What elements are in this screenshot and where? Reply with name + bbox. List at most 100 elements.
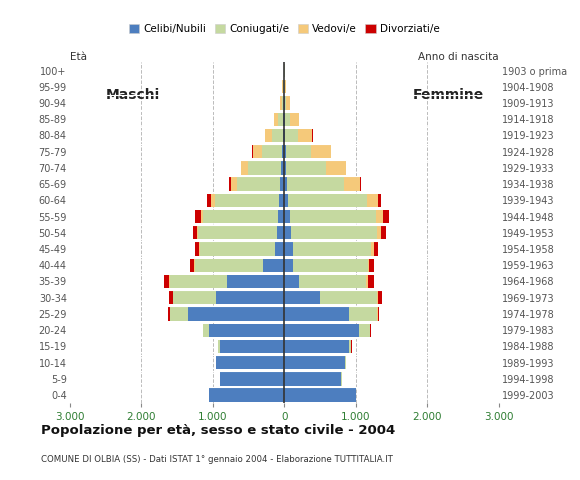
Text: COMUNE DI OLBIA (SS) - Dati ISTAT 1° gennaio 2004 - Elaborazione TUTTITALIA.IT: COMUNE DI OLBIA (SS) - Dati ISTAT 1° gen… xyxy=(41,455,393,464)
Text: Popolazione per età, sesso e stato civile - 2004: Popolazione per età, sesso e stato civil… xyxy=(41,424,395,437)
Legend: Celibi/Nubili, Coniugati/e, Vedovi/e, Divorziati/e: Celibi/Nubili, Coniugati/e, Vedovi/e, Di… xyxy=(125,20,444,38)
Bar xyxy=(285,96,287,109)
Bar xyxy=(193,226,197,240)
Bar xyxy=(279,194,284,207)
Bar xyxy=(207,194,211,207)
Bar xyxy=(209,388,284,402)
Text: Femmine: Femmine xyxy=(413,88,484,102)
Bar xyxy=(349,340,351,353)
Bar xyxy=(293,259,368,272)
Bar xyxy=(298,129,313,142)
Bar xyxy=(283,80,284,94)
Bar xyxy=(284,259,293,272)
Bar xyxy=(248,161,281,175)
Bar xyxy=(280,178,284,191)
Bar xyxy=(284,340,349,353)
Bar xyxy=(253,145,262,158)
Bar xyxy=(272,129,283,142)
Bar xyxy=(275,242,284,256)
Bar xyxy=(293,242,371,256)
Bar xyxy=(377,226,382,240)
Bar xyxy=(195,242,199,256)
Bar xyxy=(368,259,369,272)
Bar xyxy=(198,226,277,240)
Bar xyxy=(299,275,367,288)
Bar xyxy=(349,307,377,321)
Bar xyxy=(287,161,326,175)
Bar xyxy=(216,291,284,304)
Bar xyxy=(280,96,282,109)
Bar xyxy=(367,275,368,288)
Bar xyxy=(345,178,360,191)
Bar xyxy=(278,112,284,126)
Bar xyxy=(291,226,377,240)
Bar xyxy=(284,324,360,337)
Bar xyxy=(285,129,298,142)
Bar xyxy=(278,210,284,223)
Bar xyxy=(285,145,311,158)
Bar xyxy=(371,242,374,256)
Bar xyxy=(204,324,209,337)
Bar xyxy=(376,210,383,223)
Bar xyxy=(215,194,279,207)
Bar xyxy=(169,291,173,304)
Bar xyxy=(326,161,346,175)
Bar xyxy=(284,372,342,385)
Bar xyxy=(360,324,370,337)
Bar xyxy=(287,178,345,191)
Bar xyxy=(262,145,282,158)
Bar xyxy=(284,112,285,126)
Bar xyxy=(229,178,231,191)
Bar xyxy=(383,210,389,223)
Bar xyxy=(168,307,169,321)
Bar xyxy=(374,242,378,256)
Bar xyxy=(377,291,378,304)
Bar xyxy=(320,291,377,304)
Bar xyxy=(369,259,374,272)
Bar xyxy=(220,372,284,385)
Bar xyxy=(284,161,287,175)
Bar xyxy=(367,194,378,207)
Bar xyxy=(382,226,386,240)
Bar xyxy=(200,242,275,256)
Bar xyxy=(227,275,284,288)
Bar xyxy=(285,112,290,126)
Bar xyxy=(220,340,284,353)
Bar xyxy=(282,96,284,109)
Bar xyxy=(282,145,284,158)
Bar xyxy=(284,178,287,191)
Bar xyxy=(284,356,345,369)
Bar xyxy=(378,307,379,321)
Bar xyxy=(190,259,194,272)
Text: Età: Età xyxy=(70,51,86,61)
Text: Anno di nascita: Anno di nascita xyxy=(418,52,499,62)
Bar xyxy=(263,259,284,272)
Bar xyxy=(170,307,188,321)
Bar xyxy=(164,275,169,288)
Bar xyxy=(311,145,331,158)
Bar xyxy=(195,210,201,223)
Bar xyxy=(284,145,285,158)
Bar xyxy=(231,178,237,191)
Bar xyxy=(197,226,198,240)
Bar xyxy=(199,242,200,256)
Bar xyxy=(274,112,278,126)
Bar xyxy=(378,291,382,304)
Bar xyxy=(284,307,349,321)
Bar xyxy=(290,210,376,223)
Bar xyxy=(284,80,285,94)
Bar xyxy=(360,178,361,191)
Bar xyxy=(288,194,367,207)
Bar xyxy=(211,194,215,207)
Bar xyxy=(290,112,299,126)
Bar xyxy=(241,161,248,175)
Bar xyxy=(345,356,346,369)
Bar xyxy=(173,291,216,304)
Bar xyxy=(284,388,356,402)
Bar xyxy=(284,194,288,207)
Bar xyxy=(284,129,285,142)
Bar xyxy=(287,96,290,109)
Bar xyxy=(216,356,284,369)
Bar xyxy=(284,226,291,240)
Bar xyxy=(284,291,320,304)
